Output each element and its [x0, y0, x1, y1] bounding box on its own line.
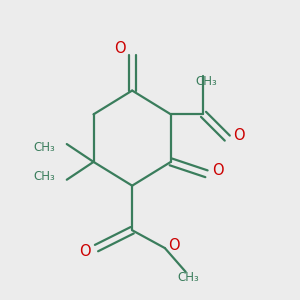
Text: O: O	[115, 41, 126, 56]
Text: O: O	[79, 244, 90, 259]
Text: O: O	[212, 163, 224, 178]
Text: CH₃: CH₃	[33, 170, 55, 183]
Text: CH₃: CH₃	[178, 271, 200, 284]
Text: CH₃: CH₃	[196, 75, 217, 88]
Text: CH₃: CH₃	[33, 140, 55, 154]
Text: O: O	[233, 128, 245, 142]
Text: O: O	[168, 238, 180, 253]
